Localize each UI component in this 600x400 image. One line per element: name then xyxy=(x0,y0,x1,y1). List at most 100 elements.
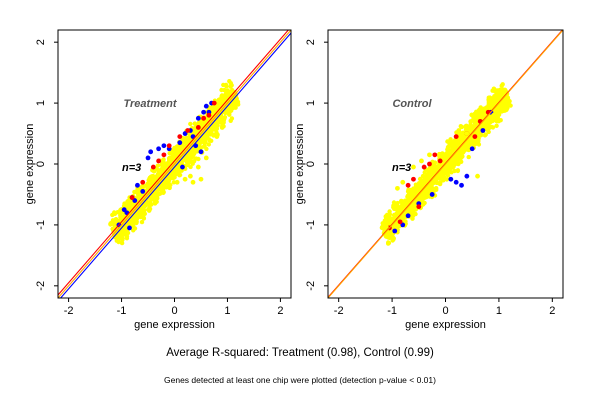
data-point xyxy=(411,212,416,217)
data-point xyxy=(386,240,392,246)
data-point xyxy=(161,152,167,158)
data-point xyxy=(131,223,136,228)
y-tick-label: 1 xyxy=(305,100,317,106)
data-point xyxy=(475,173,480,179)
data-point xyxy=(195,115,201,121)
data-point xyxy=(486,126,491,132)
data-point xyxy=(177,140,183,146)
data-point xyxy=(459,155,464,160)
data-point xyxy=(225,110,230,115)
data-point xyxy=(453,179,459,185)
panel-title: Treatment xyxy=(124,98,178,110)
data-point xyxy=(155,163,160,168)
data-point xyxy=(501,100,506,105)
data-point xyxy=(399,198,404,204)
data-point xyxy=(444,170,450,176)
data-point xyxy=(456,128,462,133)
x-tick-label: 1 xyxy=(496,305,502,317)
data-point xyxy=(476,137,481,143)
data-point xyxy=(480,128,486,133)
data-point xyxy=(429,192,435,197)
data-point xyxy=(498,93,503,98)
caption: Average R-squared: Treatment (0.98), Con… xyxy=(166,347,434,359)
data-point xyxy=(131,228,136,233)
data-point xyxy=(490,88,495,93)
data-point xyxy=(168,176,173,181)
data-point xyxy=(490,118,495,123)
data-point xyxy=(177,134,183,139)
data-point xyxy=(130,220,135,225)
data-point xyxy=(494,90,499,96)
data-point xyxy=(452,145,458,150)
data-point xyxy=(129,195,135,200)
data-point xyxy=(421,178,427,183)
data-point xyxy=(195,125,201,130)
data-point xyxy=(482,133,488,138)
data-point xyxy=(205,134,210,139)
data-point xyxy=(442,175,447,180)
data-point xyxy=(156,146,162,152)
data-point xyxy=(468,119,473,124)
data-point xyxy=(406,197,411,202)
data-point xyxy=(227,79,232,84)
data-point xyxy=(472,134,478,139)
data-point xyxy=(219,125,225,130)
data-point xyxy=(462,148,467,153)
data-point xyxy=(166,182,172,188)
data-point xyxy=(427,152,432,158)
data-point xyxy=(392,206,397,211)
data-point xyxy=(476,142,482,147)
series xyxy=(129,100,217,200)
data-point xyxy=(422,191,427,196)
data-point xyxy=(455,142,460,147)
data-point xyxy=(126,202,131,208)
data-point xyxy=(114,238,120,243)
data-point xyxy=(205,130,211,135)
data-point xyxy=(206,142,211,147)
data-point xyxy=(147,176,152,181)
data-point xyxy=(450,159,455,164)
data-point xyxy=(234,102,239,107)
data-point xyxy=(142,203,147,209)
data-point xyxy=(464,131,470,136)
data-point xyxy=(401,215,406,220)
data-point xyxy=(188,121,193,127)
data-point xyxy=(191,152,196,157)
data-point xyxy=(421,164,427,170)
data-point xyxy=(187,154,192,159)
data-point xyxy=(198,149,204,155)
x-tick-label: -1 xyxy=(117,305,127,317)
data-point xyxy=(159,161,165,167)
x-tick-label: -1 xyxy=(387,305,397,317)
data-point xyxy=(387,215,392,220)
x-tick-label: 1 xyxy=(224,305,230,317)
data-point xyxy=(139,219,145,225)
data-point xyxy=(469,112,474,118)
data-point xyxy=(201,115,207,121)
data-point xyxy=(145,186,150,191)
data-point xyxy=(455,168,460,174)
data-point xyxy=(501,108,506,114)
data-point xyxy=(174,151,180,157)
data-point xyxy=(466,154,471,160)
data-point xyxy=(432,152,438,158)
x-axis-title: gene expression xyxy=(405,319,486,331)
plot-area xyxy=(58,30,291,298)
data-point xyxy=(204,146,209,152)
series xyxy=(384,91,510,231)
y-tick-label: -2 xyxy=(35,281,47,291)
data-point xyxy=(161,143,167,149)
data-point xyxy=(459,159,464,164)
data-point xyxy=(438,180,443,185)
data-point xyxy=(480,109,486,115)
data-point xyxy=(491,112,496,118)
data-point xyxy=(190,179,196,185)
data-point xyxy=(152,175,157,180)
data-point xyxy=(392,228,398,234)
data-point xyxy=(166,143,172,149)
data-point xyxy=(112,210,117,215)
data-point xyxy=(431,161,436,166)
data-point xyxy=(119,236,125,241)
data-point xyxy=(110,218,116,223)
